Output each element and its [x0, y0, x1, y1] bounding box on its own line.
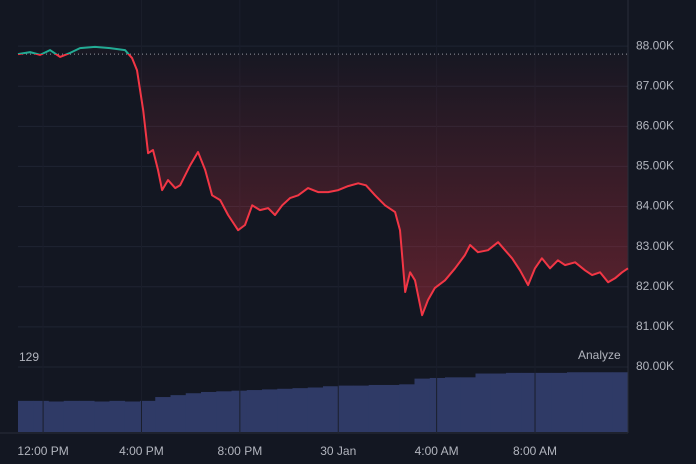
volume-bar — [79, 400, 95, 432]
volume-bar — [277, 388, 293, 432]
volume-bar — [94, 401, 110, 432]
volume-bar — [506, 372, 522, 432]
y-tick-label: 80.00K — [636, 359, 674, 373]
volume-bar — [231, 390, 248, 432]
volume-bar — [338, 385, 354, 432]
volume-bar — [582, 372, 598, 432]
volume-bar — [429, 377, 446, 432]
x-tick-label: 4:00 AM — [415, 444, 459, 458]
volume-bar — [597, 372, 614, 432]
x-tick-label: 8:00 AM — [513, 444, 557, 458]
x-tick-label: 4:00 PM — [119, 444, 164, 458]
volume-bar — [124, 401, 141, 432]
volume-bar — [185, 393, 202, 432]
volume-bar — [170, 395, 187, 432]
volume-bar — [353, 385, 370, 432]
volume-bar — [460, 377, 476, 432]
volume-bar — [48, 401, 65, 432]
x-tick-label: 12:00 PM — [17, 444, 68, 458]
volume-bar — [536, 372, 553, 432]
volume-bar — [292, 388, 309, 432]
volume-label: 129 — [19, 350, 39, 364]
y-tick-label: 83.00K — [636, 239, 674, 253]
volume-bar — [155, 397, 171, 432]
volume-bar — [140, 400, 156, 432]
y-tick-label: 88.00K — [636, 38, 674, 52]
x-tick-label: 8:00 PM — [218, 444, 263, 458]
y-tick-label: 85.00K — [636, 159, 674, 173]
volume-bar — [216, 391, 232, 432]
volume-bar — [445, 377, 461, 432]
price-area — [18, 46, 628, 316]
volume-bar — [33, 400, 49, 432]
volume-bar — [307, 387, 324, 432]
volume-bar — [567, 372, 583, 432]
y-tick-label: 87.00K — [636, 78, 674, 92]
volume-bar — [246, 390, 263, 432]
volume-bar — [384, 384, 400, 432]
y-tick-label: 84.00K — [636, 199, 674, 213]
volume-bar — [201, 391, 217, 432]
volume-bar — [262, 389, 278, 432]
volume-bar — [490, 373, 507, 432]
volume-bar — [109, 400, 126, 432]
volume-bar — [368, 384, 385, 432]
volume-bar — [414, 378, 431, 432]
volume-bar — [475, 373, 492, 432]
y-tick-label: 81.00K — [636, 319, 674, 333]
volume-bar — [521, 372, 537, 432]
volume-bar — [551, 372, 568, 432]
volume-bar — [399, 384, 415, 432]
volume-bar — [18, 400, 34, 432]
analyze-button[interactable]: Analyze — [578, 348, 621, 362]
x-tick-label: 30 Jan — [320, 444, 356, 458]
volume-bar — [612, 372, 629, 432]
volume-bar — [63, 400, 80, 432]
y-tick-label: 86.00K — [636, 118, 674, 132]
price-line — [17, 45, 629, 317]
volume-bar — [323, 386, 339, 432]
y-tick-label: 82.00K — [636, 279, 674, 293]
